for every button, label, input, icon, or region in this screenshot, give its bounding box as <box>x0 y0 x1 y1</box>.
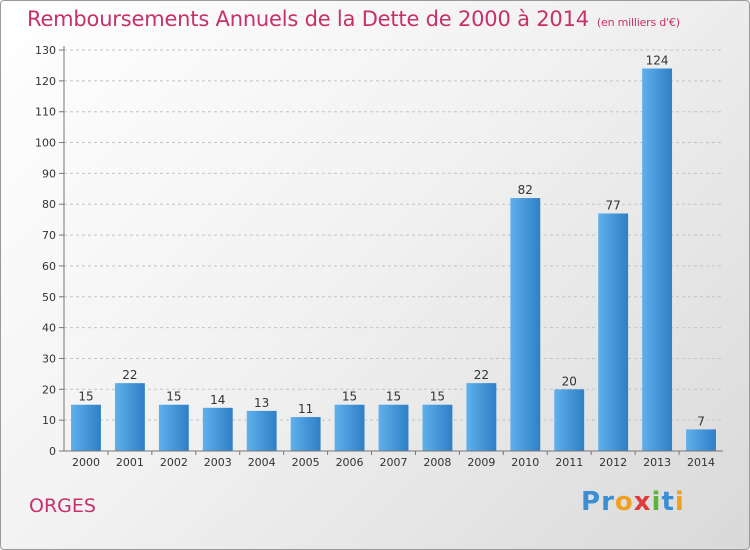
data-label-2011: 20 <box>562 374 577 388</box>
bar-2013 <box>642 68 673 451</box>
y-tick-label: 120 <box>35 75 56 88</box>
bar-2000 <box>71 404 101 451</box>
y-tick-label: 0 <box>49 445 56 458</box>
data-label-2001: 22 <box>122 368 137 382</box>
bar-2005 <box>290 417 321 451</box>
bar-2012 <box>598 213 629 451</box>
y-tick-label: 90 <box>42 167 56 180</box>
x-tick-label-2001: 2001 <box>116 456 144 469</box>
bar-2004 <box>246 410 277 451</box>
y-tick-label: 130 <box>35 44 56 57</box>
x-tick-label-2007: 2007 <box>380 456 408 469</box>
data-label-2012: 77 <box>606 198 621 212</box>
logo-letter-1: r <box>601 487 615 517</box>
x-tick-label-2004: 2004 <box>248 456 276 469</box>
bar-2007 <box>378 404 409 451</box>
chart-subtitle: (en milliers d'€) <box>596 16 680 29</box>
data-label-2003: 14 <box>210 393 225 407</box>
data-label-2004: 13 <box>254 396 269 410</box>
data-label-2013: 124 <box>646 54 669 68</box>
commune-name: ORGES <box>29 495 96 517</box>
y-tick-label: 20 <box>42 383 56 396</box>
x-tick-label-2000: 2000 <box>72 456 100 469</box>
bar-2006 <box>334 404 365 451</box>
data-label-2010: 82 <box>518 183 533 197</box>
logo-letter-5: t <box>661 487 675 517</box>
logo-letter-0: P <box>581 487 602 517</box>
x-tick-label-2002: 2002 <box>160 456 188 469</box>
y-tick-label: 110 <box>35 106 56 119</box>
x-tick-label-2014: 2014 <box>687 456 715 469</box>
y-tick-label: 10 <box>42 414 56 427</box>
bar-2009 <box>466 383 497 451</box>
logo-letter-4: i <box>651 487 662 517</box>
y-tick-label: 80 <box>42 198 56 211</box>
bar-2002 <box>158 404 189 451</box>
bar-2003 <box>202 407 233 451</box>
y-tick-label: 40 <box>42 322 56 335</box>
y-tick-label: 30 <box>42 352 56 365</box>
chart-title: Remboursements Annuels de la Dette de 20… <box>27 7 589 31</box>
logo-letter-3: x <box>633 487 652 517</box>
bar-2008 <box>422 404 453 451</box>
y-tick-label: 70 <box>42 229 56 242</box>
data-label-2007: 15 <box>386 390 401 404</box>
data-label-2002: 15 <box>166 390 181 404</box>
bar-2014 <box>686 429 716 451</box>
x-tick-label-2013: 2013 <box>643 456 671 469</box>
logo-letter-6: i <box>674 487 685 517</box>
logo-letter-2: o <box>614 487 634 517</box>
x-tick-label-2006: 2006 <box>336 456 364 469</box>
x-tick-label-2003: 2003 <box>204 456 232 469</box>
proxiti-logo: Proxiti <box>581 487 685 517</box>
y-tick-label: 50 <box>42 291 56 304</box>
x-tick-label-2011: 2011 <box>555 456 583 469</box>
data-label-2009: 22 <box>474 368 489 382</box>
x-tick-label-2009: 2009 <box>467 456 495 469</box>
data-label-2006: 15 <box>342 390 357 404</box>
x-tick-label-2005: 2005 <box>292 456 320 469</box>
data-label-2014: 7 <box>697 414 705 428</box>
data-label-2008: 15 <box>430 390 445 404</box>
bar-2011 <box>554 389 585 451</box>
chart-title-line: Remboursements Annuels de la Dette de 20… <box>27 7 680 31</box>
bar-2010 <box>510 198 541 451</box>
data-label-2000: 15 <box>78 390 93 404</box>
y-tick-label: 100 <box>35 137 56 150</box>
y-tick-label: 60 <box>42 260 56 273</box>
bar-2001 <box>114 383 145 451</box>
data-label-2005: 11 <box>298 402 313 416</box>
x-tick-label-2008: 2008 <box>423 456 451 469</box>
x-tick-label-2010: 2010 <box>511 456 539 469</box>
x-tick-label-2012: 2012 <box>599 456 627 469</box>
